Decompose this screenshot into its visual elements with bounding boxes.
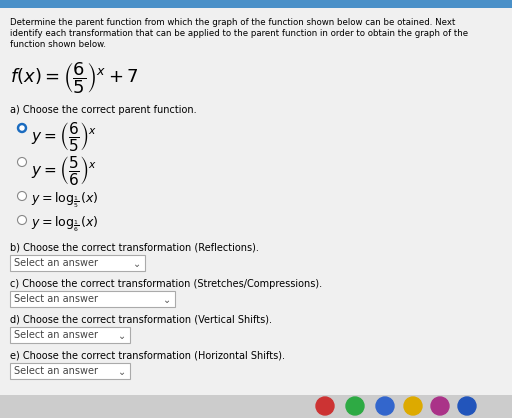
Bar xyxy=(10,291,175,307)
Text: ⌄: ⌄ xyxy=(118,331,126,341)
Text: Select an answer: Select an answer xyxy=(14,258,98,268)
Bar xyxy=(10,255,145,271)
Circle shape xyxy=(458,397,476,415)
Circle shape xyxy=(404,397,422,415)
Circle shape xyxy=(431,397,449,415)
Bar xyxy=(10,327,130,343)
Text: $f(x) = \left(\dfrac{6}{5}\right)^x + 7$: $f(x) = \left(\dfrac{6}{5}\right)^x + 7$ xyxy=(10,60,139,96)
Circle shape xyxy=(20,126,24,130)
Text: ⌄: ⌄ xyxy=(118,367,126,377)
Text: Select an answer: Select an answer xyxy=(14,330,98,340)
Text: d) Choose the correct transformation (Vertical Shifts).: d) Choose the correct transformation (Ve… xyxy=(10,315,272,325)
Circle shape xyxy=(376,397,394,415)
Bar xyxy=(10,363,130,379)
Circle shape xyxy=(17,216,27,224)
Circle shape xyxy=(17,123,27,133)
Circle shape xyxy=(17,191,27,201)
Circle shape xyxy=(17,158,27,166)
Text: Determine the parent function from which the graph of the function shown below c: Determine the parent function from which… xyxy=(10,18,455,27)
Text: $y = \log_{\frac{1}{5}}(x)$: $y = \log_{\frac{1}{5}}(x)$ xyxy=(31,191,99,210)
Circle shape xyxy=(316,397,334,415)
Text: $y = \left(\dfrac{5}{6}\right)^x$: $y = \left(\dfrac{5}{6}\right)^x$ xyxy=(31,154,97,187)
Text: ⌄: ⌄ xyxy=(163,295,171,305)
Text: Select an answer: Select an answer xyxy=(14,294,98,304)
Bar xyxy=(0,395,512,418)
Text: $y = \left(\dfrac{6}{5}\right)^x$: $y = \left(\dfrac{6}{5}\right)^x$ xyxy=(31,120,97,153)
Text: ⌄: ⌄ xyxy=(133,259,141,269)
Text: $y = \log_{\frac{1}{6}}(x)$: $y = \log_{\frac{1}{6}}(x)$ xyxy=(31,215,99,234)
Circle shape xyxy=(346,397,364,415)
Text: b) Choose the correct transformation (Reflections).: b) Choose the correct transformation (Re… xyxy=(10,243,259,253)
Text: c) Choose the correct transformation (Stretches/Compressions).: c) Choose the correct transformation (St… xyxy=(10,279,322,289)
Text: Select an answer: Select an answer xyxy=(14,366,98,376)
Text: function shown below.: function shown below. xyxy=(10,40,106,49)
Text: e) Choose the correct transformation (Horizontal Shifts).: e) Choose the correct transformation (Ho… xyxy=(10,351,285,361)
Text: a) Choose the correct parent function.: a) Choose the correct parent function. xyxy=(10,105,197,115)
Text: identify each transformation that can be applied to the parent function in order: identify each transformation that can be… xyxy=(10,29,468,38)
Bar xyxy=(0,0,512,8)
